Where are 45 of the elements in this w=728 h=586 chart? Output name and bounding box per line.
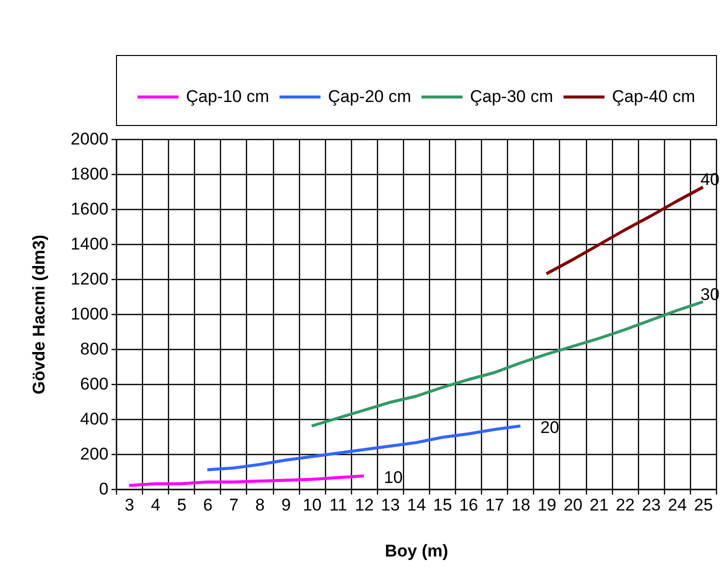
x-tick-label: 7 (229, 496, 239, 514)
annotation: 20 (540, 418, 560, 437)
y-tick-label: 1600 (70, 200, 108, 218)
legend-label: Çap-40 cm (612, 87, 696, 106)
y-tick-label: 200 (80, 444, 108, 464)
line-series (206, 424, 522, 472)
x-tick-label: 3 (124, 496, 134, 514)
x-tick-label: 24 (668, 496, 687, 514)
y-tick-label: 400 (80, 410, 108, 428)
legend-label: Çap-10 cm (186, 87, 270, 106)
x-tick-label: 22 (616, 496, 635, 514)
x-tick-label: 20 (564, 496, 582, 514)
y-tick-label: 0 (99, 480, 108, 498)
x-tick-label: 16 (459, 496, 478, 514)
x-tick-label: 13 (380, 496, 400, 514)
x-tick-label: 17 (485, 496, 504, 514)
x-axis-title: Boy (m) (384, 542, 448, 560)
x-tick-label: 15 (433, 496, 452, 514)
x-tick-label: 21 (590, 496, 609, 514)
y-tick-label: 1000 (70, 304, 108, 324)
x-tick-label: 5 (176, 496, 186, 514)
x-tick-label: 19 (537, 496, 556, 514)
y-tick-label: 600 (80, 374, 108, 394)
x-tick-label: 8 (255, 496, 265, 514)
legend-label: Çap-30 cm (470, 87, 554, 106)
y-tick-label: 1800 (70, 164, 108, 184)
x-tick-label: 12 (354, 496, 374, 514)
y-tick-label: 2000 (70, 130, 108, 148)
y-tick-label: 800 (80, 340, 108, 358)
line-series (128, 474, 366, 487)
x-tick-label: 6 (203, 496, 213, 514)
x-tick-label: 14 (407, 496, 426, 514)
x-tick-label: 4 (150, 496, 160, 514)
x-tick-label: 23 (642, 496, 661, 514)
y-tick-label: 1400 (70, 234, 108, 254)
y-axis-title: Gövde Hacmi (dm3) (30, 234, 49, 394)
annotation: 10 (384, 468, 403, 487)
x-tick-label: 10 (302, 496, 322, 514)
x-tick-label: 11 (329, 496, 348, 514)
line-series (544, 186, 704, 276)
y-tick-label: 1200 (70, 270, 108, 288)
legend-label: Çap-20 cm (328, 87, 412, 106)
x-tick-label: 25 (694, 496, 713, 514)
x-tick-label: 9 (281, 496, 291, 514)
x-tick-label: 18 (511, 496, 530, 514)
